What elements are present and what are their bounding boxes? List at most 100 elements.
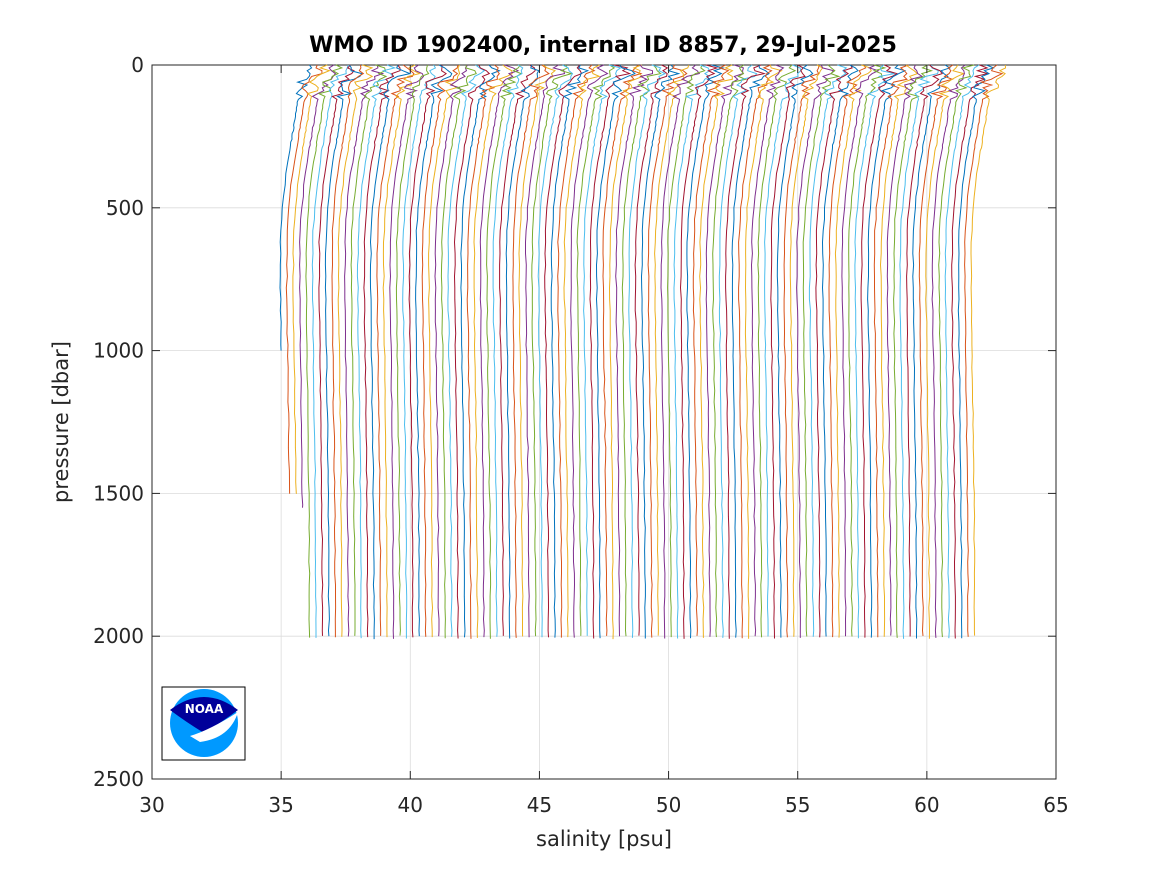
profile-line bbox=[415, 64, 453, 637]
profile-line bbox=[466, 64, 500, 639]
profile-line bbox=[770, 64, 806, 639]
profile-line bbox=[867, 64, 907, 638]
profile-line bbox=[356, 64, 397, 639]
y-tick-label: 2000 bbox=[93, 624, 144, 648]
profile-line bbox=[951, 64, 989, 639]
profile-line bbox=[718, 64, 758, 638]
profile-line bbox=[299, 64, 337, 508]
profile-line bbox=[957, 64, 995, 639]
profile-line bbox=[912, 64, 952, 639]
profile-line bbox=[873, 64, 909, 638]
profile-line bbox=[879, 64, 919, 637]
profile-line bbox=[525, 64, 566, 638]
profile-line bbox=[376, 64, 415, 636]
profile-line bbox=[486, 64, 523, 639]
profile-line bbox=[305, 64, 344, 638]
profile-line bbox=[705, 64, 745, 637]
profile-line bbox=[673, 64, 711, 639]
profile-line bbox=[512, 64, 550, 638]
noaa-logo-wave bbox=[190, 712, 238, 742]
x-tick-label: 40 bbox=[398, 793, 423, 817]
x-tick-label: 65 bbox=[1043, 793, 1068, 817]
x-tick-label: 35 bbox=[268, 793, 293, 817]
y-axis-ticks: 0 500 1000 1500 2000 2500 bbox=[93, 53, 1056, 791]
profile-line bbox=[783, 64, 820, 638]
profile-line bbox=[382, 64, 421, 638]
profile-line bbox=[834, 64, 872, 638]
y-tick-label: 1500 bbox=[93, 481, 144, 505]
profile-line bbox=[821, 64, 859, 637]
profile-line bbox=[324, 64, 363, 637]
profile-line bbox=[363, 64, 401, 638]
profile-line bbox=[421, 64, 459, 637]
x-tick-label: 50 bbox=[656, 793, 681, 817]
profile-line bbox=[331, 64, 365, 638]
profile-line bbox=[518, 64, 557, 637]
y-tick-label: 500 bbox=[106, 196, 144, 220]
x-tick-label: 30 bbox=[139, 793, 164, 817]
profile-line bbox=[492, 64, 524, 637]
profile-line bbox=[537, 64, 574, 638]
profile-line bbox=[408, 64, 447, 638]
profile-line bbox=[389, 64, 425, 639]
profile-line bbox=[712, 64, 748, 638]
profile-line bbox=[311, 64, 349, 638]
profile-line bbox=[434, 64, 468, 637]
plot-area bbox=[151, 64, 1057, 780]
profile-line bbox=[499, 64, 536, 636]
profile-line bbox=[679, 64, 719, 639]
profile-line bbox=[667, 64, 706, 638]
profile-line bbox=[828, 64, 867, 638]
profile-line bbox=[531, 64, 574, 637]
profile-line bbox=[344, 64, 385, 637]
y-tick-label: 2500 bbox=[93, 767, 144, 791]
profile-line bbox=[570, 64, 609, 638]
profile-line bbox=[608, 64, 644, 640]
profile-line bbox=[369, 64, 412, 640]
x-tick-label: 55 bbox=[785, 793, 810, 817]
profile-line bbox=[602, 64, 643, 636]
profile-line bbox=[692, 64, 730, 636]
y-tick-label: 1000 bbox=[93, 339, 144, 363]
profile-line bbox=[744, 64, 783, 639]
profile-line bbox=[576, 64, 616, 636]
profile-line bbox=[899, 64, 939, 639]
profile-line bbox=[292, 64, 331, 494]
profile-line bbox=[970, 64, 1007, 636]
profile-line bbox=[473, 64, 513, 638]
profile-line bbox=[789, 64, 824, 637]
profile-line bbox=[731, 64, 770, 638]
profile-line bbox=[686, 64, 725, 639]
profile-line bbox=[654, 64, 690, 636]
profile-line bbox=[595, 64, 636, 639]
chart-title: WMO ID 1902400, internal ID 8857, 29-Jul… bbox=[309, 33, 897, 58]
profile-line bbox=[964, 64, 1004, 637]
profile-line bbox=[886, 64, 924, 636]
profile-line bbox=[764, 64, 802, 637]
profile-line bbox=[750, 64, 785, 637]
profile-line bbox=[479, 64, 520, 638]
profile-line bbox=[738, 64, 773, 639]
profile-line bbox=[634, 64, 669, 636]
profile-line bbox=[848, 64, 887, 637]
profile-line bbox=[841, 64, 880, 637]
profile-line bbox=[428, 64, 461, 638]
profile-line bbox=[350, 64, 388, 636]
profile-line bbox=[938, 64, 975, 638]
profile-line bbox=[402, 64, 437, 639]
profile-line bbox=[440, 64, 477, 639]
profile-line bbox=[621, 64, 662, 637]
profile-line bbox=[925, 64, 966, 639]
y-axis-label: pressure [dbar] bbox=[49, 341, 73, 503]
profile-line bbox=[628, 64, 667, 638]
x-axis-ticks: 30 35 40 45 50 55 60 65 bbox=[139, 65, 1069, 817]
profile-line bbox=[944, 64, 980, 639]
grid-lines bbox=[151, 64, 1057, 780]
y-tick-label: 0 bbox=[131, 53, 144, 77]
profile-line bbox=[589, 64, 632, 639]
profile-line bbox=[337, 64, 374, 637]
profile-line bbox=[647, 64, 688, 638]
profile-line bbox=[318, 64, 355, 636]
noaa-logo: NOAA bbox=[161, 686, 246, 761]
